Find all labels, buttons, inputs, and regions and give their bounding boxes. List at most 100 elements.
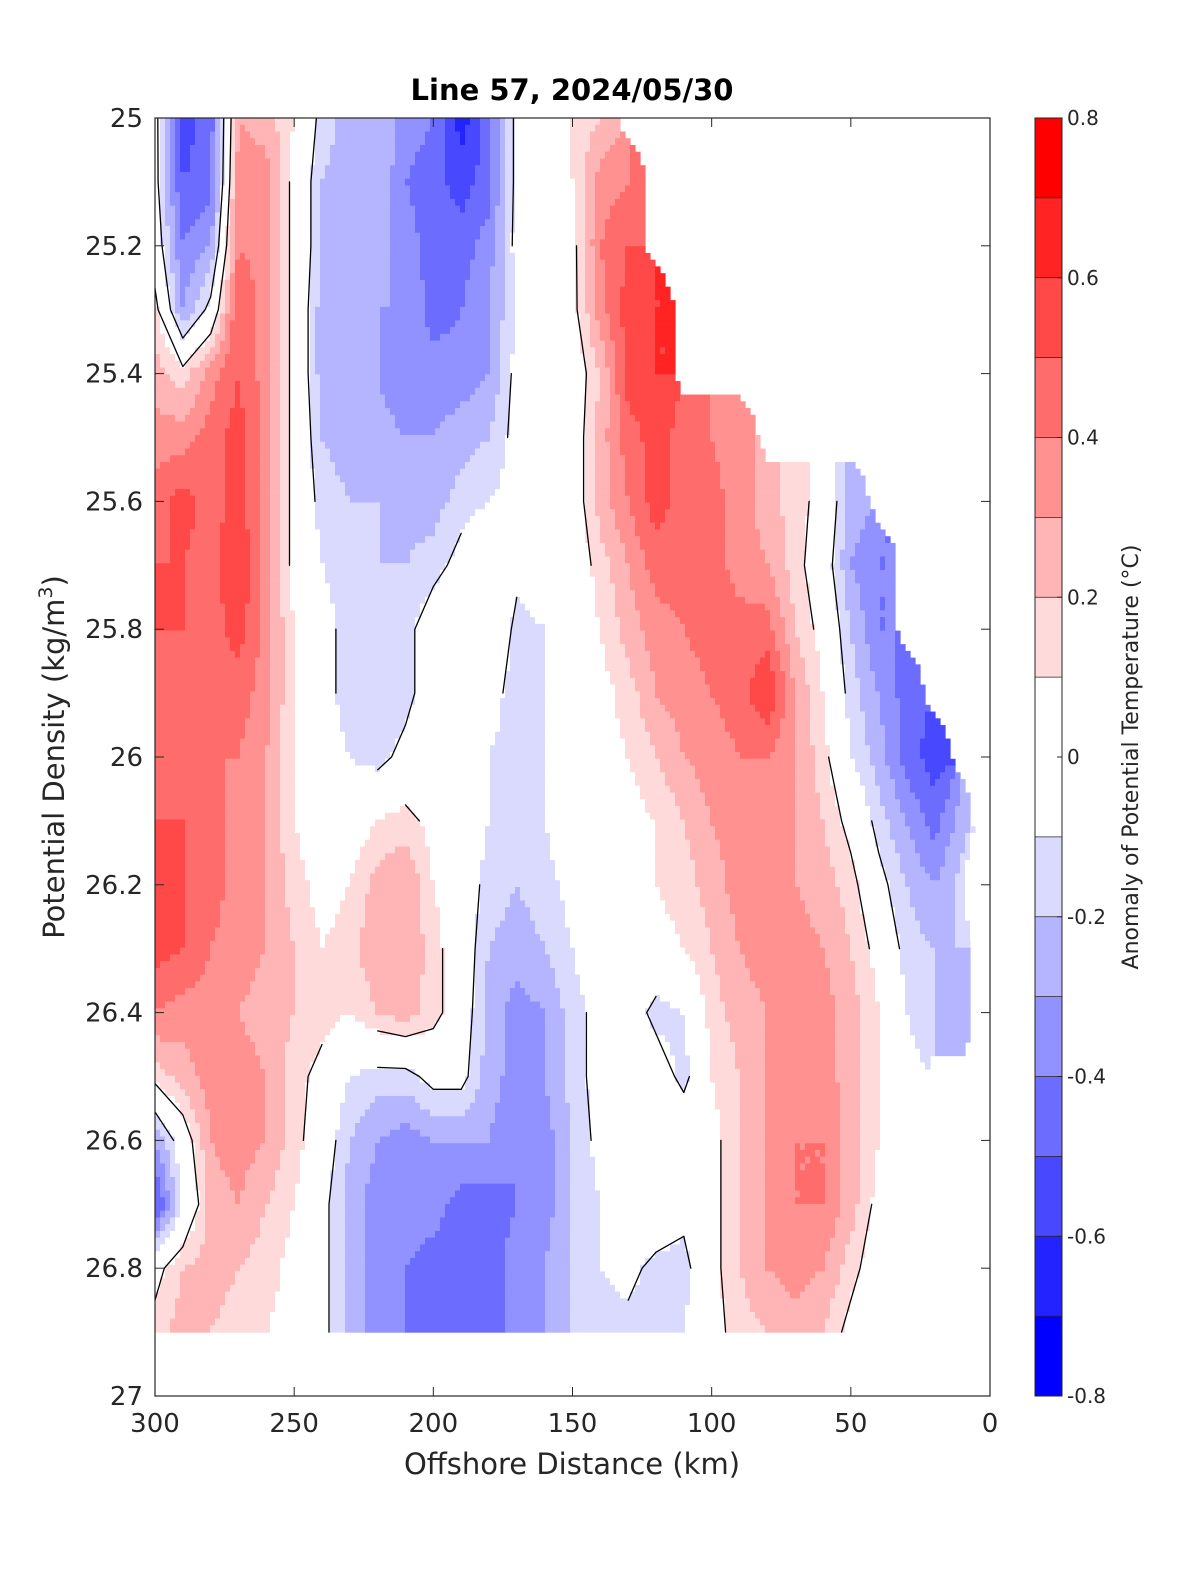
contour-cell: [290, 232, 311, 241]
contour-cell: [720, 1237, 741, 1246]
contour-cell: [305, 866, 356, 875]
colorbar-frame: [1034, 117, 1063, 1397]
contour-cell: [165, 1143, 176, 1151]
contour-cell: [575, 212, 586, 220]
contour-cell: [290, 596, 331, 605]
contour-cell: [410, 198, 456, 207]
contour-cell: [210, 151, 216, 160]
contour-cell: [630, 165, 646, 173]
contour-cell: [720, 704, 756, 713]
contour-cell: [765, 1156, 796, 1165]
contour-cell: [845, 488, 866, 497]
contour-cell: [655, 1028, 686, 1036]
contour-cell: [625, 542, 641, 551]
contour-cell: [330, 1298, 346, 1306]
contour-cell: [200, 1075, 266, 1084]
contour-cell: [180, 1170, 196, 1178]
contour-cell: [650, 502, 671, 510]
contour-cell: [490, 286, 506, 294]
contour-cell: [285, 623, 296, 632]
contour-cell: [345, 1271, 366, 1279]
contour-cell: [415, 684, 506, 692]
contour-cell: [775, 576, 791, 584]
contour-cell: [445, 961, 476, 969]
contour-cell: [185, 886, 226, 895]
contour-cell: [445, 414, 496, 423]
contour-cell: [265, 859, 286, 868]
contour-cell: [270, 617, 286, 625]
contour-cell: [740, 1129, 766, 1138]
contour-cell: [175, 1197, 181, 1205]
contour-cell: [705, 1015, 726, 1023]
contour-cell: [890, 772, 906, 780]
contour-cell: [795, 779, 816, 787]
contour-cell: [970, 832, 976, 841]
contour-cell: [160, 961, 206, 969]
contour-cell: [920, 745, 951, 753]
contour-cell: [590, 313, 596, 321]
contour-cell: [310, 327, 316, 335]
contour-cell: [165, 171, 171, 180]
contour-cell: [385, 401, 461, 409]
contour-cell: [200, 1123, 211, 1131]
contour-cell: [875, 1156, 926, 1165]
contour-cell: [265, 927, 291, 935]
contour-cell: [810, 698, 826, 706]
contour-cell: [755, 441, 761, 450]
contour-cell: [815, 785, 836, 794]
contour-cell: [585, 401, 596, 409]
contour-cell: [965, 839, 971, 848]
contour-cell: [215, 205, 221, 214]
contour-cell: [615, 603, 636, 611]
contour-cell: [235, 219, 271, 227]
contour-cell: [570, 1123, 591, 1131]
contour-cell: [845, 475, 866, 483]
contour-cell: [670, 441, 716, 450]
contour-cell: [595, 1156, 721, 1165]
contour-cell: [570, 1325, 686, 1333]
contour-cell: [390, 185, 411, 193]
contour-cell: [900, 961, 936, 969]
contour-cell: [860, 684, 876, 692]
contour-cell: [765, 1109, 841, 1117]
contour-cell: [865, 785, 881, 794]
contour-cell: [820, 934, 851, 942]
contour-cell: [175, 994, 246, 1003]
contour-cell: [215, 1149, 256, 1158]
contour-cell: [910, 826, 931, 834]
contour-cell: [285, 1069, 311, 1077]
contour-cell: [735, 1042, 766, 1050]
contour-cell: [490, 293, 506, 301]
contour-cell: [250, 536, 261, 544]
contour-cell: [215, 225, 221, 234]
contour-cell: [780, 462, 811, 470]
contour-cell: [170, 515, 196, 524]
contour-cell: [155, 1055, 191, 1063]
contour-cell: [190, 1230, 206, 1239]
contour-cell: [465, 138, 481, 146]
contour-cell: [590, 1089, 716, 1097]
contour-cell: [415, 657, 511, 665]
contour-cell: [545, 1284, 571, 1293]
contour-cell: [290, 522, 316, 531]
contour-cell: [640, 698, 661, 706]
contour-cell: [885, 536, 891, 544]
contour-cell: [550, 853, 656, 861]
contour-cell: [895, 657, 916, 665]
contour-cell: [950, 792, 961, 800]
contour-cell: [255, 367, 271, 375]
contour-cell: [625, 462, 646, 470]
contour-cell: [500, 1089, 546, 1097]
contour-cell: [570, 1136, 591, 1144]
contour-cell: [220, 293, 226, 301]
contour-cell: [880, 1075, 926, 1084]
contour-cell: [330, 1244, 346, 1252]
contour-cell: [410, 556, 451, 564]
contour-cell: [225, 118, 231, 126]
contour-cell: [155, 772, 226, 780]
contour-cell: [875, 826, 891, 834]
contour-cell: [165, 1271, 181, 1279]
contour-cell: [240, 401, 261, 409]
contour-cell: [185, 293, 201, 301]
contour-cell: [590, 1096, 716, 1104]
